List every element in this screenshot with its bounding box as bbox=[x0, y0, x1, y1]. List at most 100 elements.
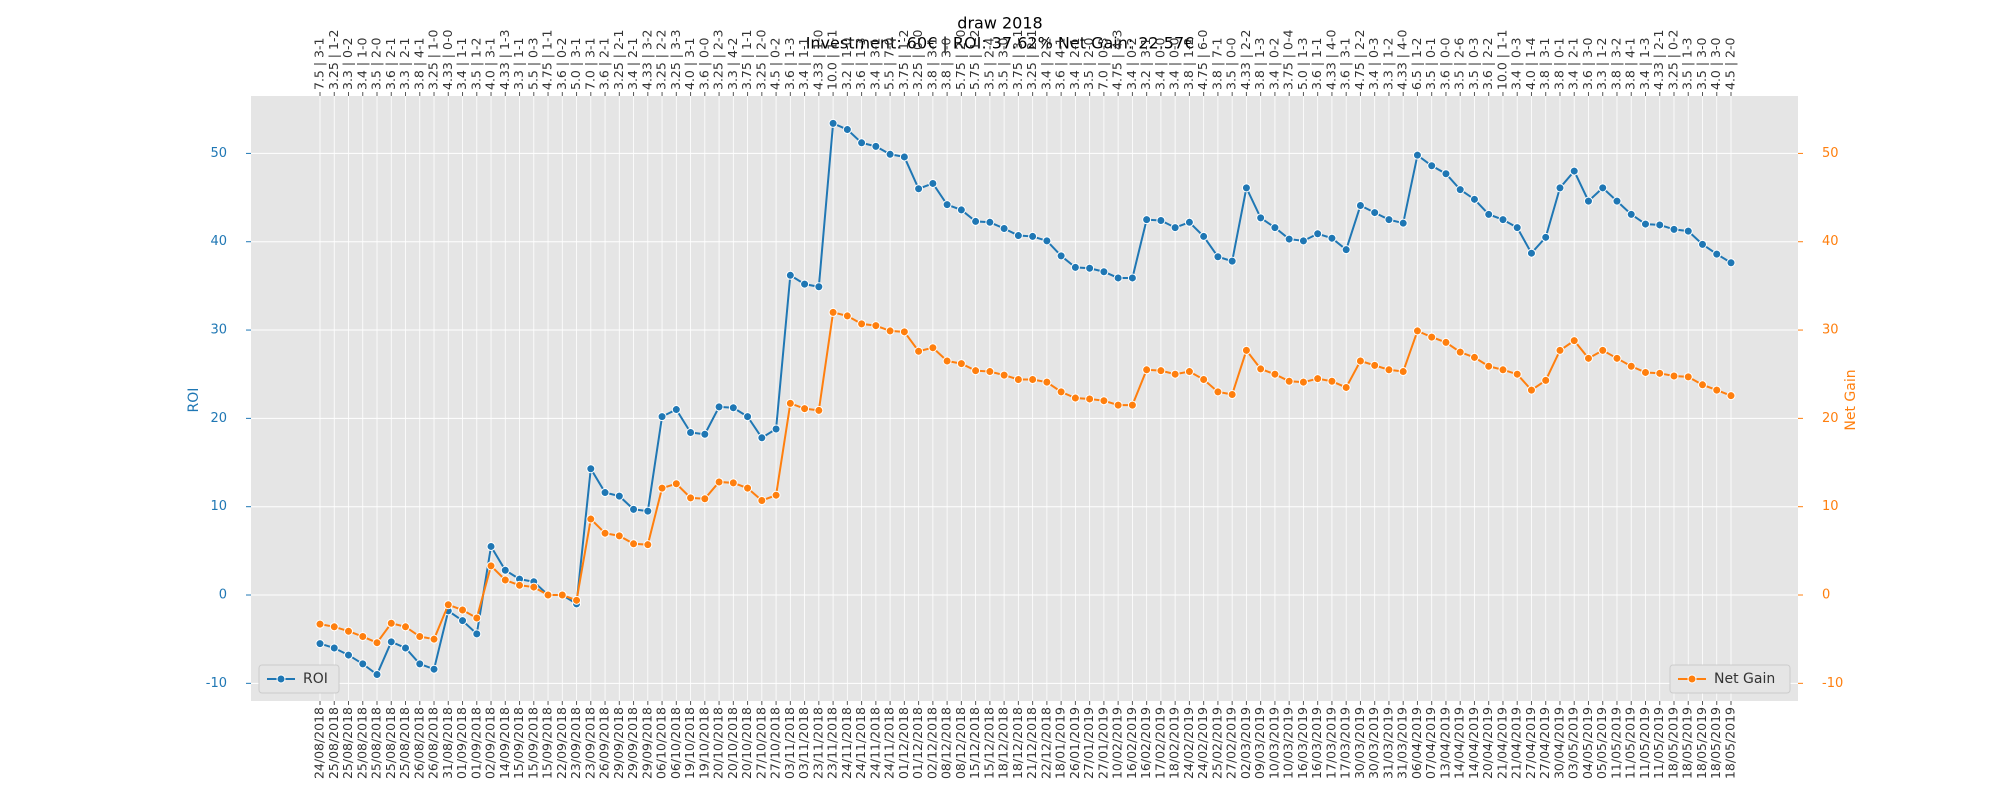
data-point bbox=[1640, 367, 1650, 377]
x2-tick-label: 3.6 | 2-1 bbox=[597, 38, 612, 90]
data-point bbox=[1569, 166, 1579, 176]
x2-tick-label: 3.4 | 0-0 bbox=[1167, 37, 1182, 90]
data-point bbox=[985, 217, 995, 227]
data-point bbox=[1113, 273, 1123, 283]
x-tick-label: 19/10/2018 bbox=[682, 707, 697, 779]
data-point bbox=[1013, 375, 1023, 385]
x-tick-label: 27/04/2019 bbox=[1537, 707, 1552, 779]
plot-area bbox=[251, 96, 1798, 701]
x-tick-label: 18/12/2018 bbox=[1010, 707, 1025, 779]
data-point bbox=[1384, 215, 1394, 225]
x-tick-label: 11/05/2019 bbox=[1608, 707, 1623, 779]
data-point bbox=[1583, 196, 1593, 206]
data-point bbox=[1526, 385, 1536, 395]
data-point bbox=[1313, 229, 1323, 239]
data-point bbox=[1313, 374, 1323, 384]
x-tick-label: 10/03/2019 bbox=[1266, 707, 1281, 779]
x-tick-label: 30/04/2019 bbox=[1551, 707, 1566, 779]
data-point bbox=[1213, 252, 1223, 262]
data-point bbox=[914, 184, 924, 194]
x2-tick-label: 3.8 | 3-0 bbox=[939, 37, 954, 90]
data-point bbox=[1583, 353, 1593, 363]
x-tick-label: 18/01/2019 bbox=[1053, 707, 1068, 779]
x2-tick-label: 4.33 | 3-2 bbox=[639, 30, 654, 90]
x-tick-label: 26/08/2018 bbox=[426, 707, 441, 779]
x-tick-label: 23/11/2018 bbox=[810, 707, 825, 779]
x-tick-label: 25/08/2018 bbox=[354, 707, 369, 779]
data-point bbox=[1085, 263, 1095, 273]
data-point bbox=[800, 279, 810, 289]
data-point bbox=[1199, 375, 1209, 385]
data-point bbox=[1184, 217, 1194, 227]
x2-tick-label: 4.0 | 3-1 bbox=[483, 38, 498, 90]
x2-tick-label: 3.2 | 3-1 bbox=[1138, 38, 1153, 90]
data-point bbox=[1455, 185, 1465, 195]
data-point bbox=[1427, 161, 1437, 171]
data-point bbox=[1184, 367, 1194, 377]
data-point bbox=[629, 504, 639, 514]
x2-tick-label: 3.4 | 2-1 bbox=[1566, 38, 1581, 90]
data-point bbox=[472, 629, 482, 639]
x2-tick-label: 3.8 | 4-1 bbox=[411, 38, 426, 90]
x-tick-label: 10/02/2019 bbox=[1110, 707, 1125, 779]
x-tick-label: 31/03/2019 bbox=[1380, 707, 1395, 779]
x-tick-label: 18/12/2018 bbox=[996, 707, 1011, 779]
legend-marker bbox=[276, 674, 286, 684]
data-point bbox=[614, 491, 624, 501]
x2-tick-label: 4.33 | 2-1 bbox=[1651, 30, 1666, 90]
x-tick-label: 11/05/2019 bbox=[1637, 707, 1652, 779]
data-point bbox=[871, 141, 881, 151]
data-point bbox=[386, 618, 396, 628]
data-point bbox=[1683, 226, 1693, 236]
data-point bbox=[1327, 376, 1337, 386]
y2-tick-label: 0 bbox=[1822, 588, 1830, 603]
x-tick-label: 29/09/2018 bbox=[611, 707, 626, 779]
legend-label: ROI bbox=[303, 671, 328, 687]
x-tick-label: 08/12/2018 bbox=[939, 707, 954, 779]
x2-tick-label: 3.6 | 2-1 bbox=[383, 38, 398, 90]
data-point bbox=[643, 540, 653, 550]
data-point bbox=[1612, 196, 1622, 206]
data-point bbox=[757, 433, 767, 443]
x2-tick-label: 3.25 | 2-2 bbox=[654, 30, 669, 90]
data-point bbox=[1298, 377, 1308, 387]
data-point bbox=[1327, 233, 1337, 243]
data-point bbox=[1526, 248, 1536, 258]
data-point bbox=[1142, 365, 1152, 375]
data-point bbox=[1555, 345, 1565, 355]
data-point bbox=[885, 326, 895, 336]
data-point bbox=[344, 626, 354, 636]
data-point bbox=[1555, 183, 1565, 193]
x2-tick-label: 7.0 | 3-1 bbox=[582, 38, 597, 90]
data-point bbox=[1270, 223, 1280, 233]
x-tick-label: 25/08/2018 bbox=[369, 707, 384, 779]
data-point bbox=[443, 600, 453, 610]
data-point bbox=[928, 178, 938, 188]
data-point bbox=[529, 582, 539, 592]
data-point bbox=[372, 670, 382, 680]
x2-tick-label: 3.5 | 1-3 bbox=[1680, 38, 1695, 90]
x-tick-label: 11/05/2019 bbox=[1651, 707, 1666, 779]
data-point bbox=[1227, 390, 1237, 400]
data-point bbox=[1726, 391, 1736, 401]
data-point bbox=[629, 539, 639, 549]
x2-tick-label: 3.25 | 2-1 bbox=[611, 30, 626, 90]
data-point bbox=[1598, 183, 1608, 193]
data-point bbox=[1284, 376, 1294, 386]
data-point bbox=[1484, 209, 1494, 219]
data-point bbox=[1270, 369, 1280, 379]
data-point bbox=[1512, 369, 1522, 379]
x-tick-label: 01/09/2018 bbox=[454, 707, 469, 779]
x2-tick-label: 4.5 | 2-0 bbox=[1723, 37, 1738, 90]
data-point bbox=[1484, 361, 1494, 371]
data-point bbox=[1028, 231, 1038, 241]
x2-tick-label: 3.5 | 2-4 bbox=[981, 37, 996, 90]
x-tick-label: 08/12/2018 bbox=[953, 707, 968, 779]
x-tick-label: 24/11/2018 bbox=[853, 707, 868, 779]
x2-tick-label: 3.6 | 3-0 bbox=[1580, 37, 1595, 90]
x2-tick-label: 3.8 | 3-1 bbox=[924, 38, 939, 90]
x2-tick-label: 3.75 | 3-1 bbox=[1010, 30, 1025, 90]
data-point bbox=[1669, 371, 1679, 381]
x-tick-label: 17/03/2019 bbox=[1323, 707, 1338, 779]
x-tick-label: 06/04/2019 bbox=[1409, 707, 1424, 779]
